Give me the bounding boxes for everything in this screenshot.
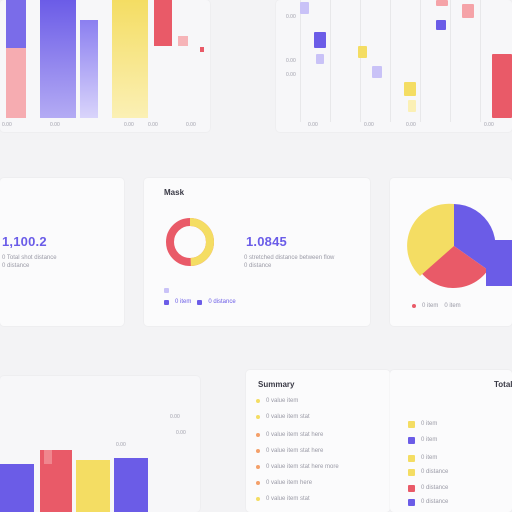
x-tick: 0.00 (364, 122, 374, 128)
x-tick: 0.00 (406, 122, 416, 128)
bar-1b (6, 48, 26, 118)
donut-card: Mask 1.0845 0 stretched distance between… (144, 178, 370, 326)
x-tick: 0.00 (2, 122, 12, 128)
legend-label: 0 item (422, 303, 439, 309)
x-tick: 0.00 (50, 122, 60, 128)
stat-caption-line: 0 Total shot distance (2, 255, 57, 261)
list-item: 0 value item stat (256, 494, 310, 504)
legend-label: 0 distance (208, 299, 236, 305)
donut-card-title: Mask (164, 188, 185, 197)
list-item: 0 value item stat (256, 412, 310, 422)
bar (0, 464, 34, 512)
point (300, 2, 309, 14)
list-item: 0 value item (256, 396, 298, 406)
x-tick: 0.00 (124, 122, 134, 128)
donut-legend-2: 0 item 0 distance (164, 298, 236, 306)
list-title: Summary (258, 380, 295, 389)
pie-legend: 0 item 0 item (412, 302, 461, 310)
legend-card: Total 0 item 0 item 0 item 0 distance 0 … (390, 370, 512, 512)
y-tick: 0.00 (116, 442, 126, 448)
bar (44, 450, 52, 464)
bar-1 (6, 0, 26, 48)
point (436, 0, 448, 6)
x-tick: 0.00 (308, 122, 318, 128)
point (404, 82, 416, 96)
x-tick: 0.00 (148, 122, 158, 128)
point (314, 32, 326, 48)
x-tick: 0.00 (484, 122, 494, 128)
x-tick: 0.00 (186, 122, 196, 128)
legend-swatch (164, 288, 169, 293)
bar (76, 460, 110, 512)
y-tick: 0.00 (286, 72, 296, 78)
donut-value: 1.0845 (246, 234, 287, 249)
pie-card: 0 item 0 item (390, 178, 512, 326)
legend-label: 0 item (175, 299, 192, 305)
summary-list-card: Summary (246, 370, 390, 512)
legend-dot (412, 304, 416, 308)
list-item: 0 value item stat here (256, 430, 323, 440)
bottom-left-bar-panel: 0.00 0.00 0.00 (0, 376, 200, 512)
point (462, 4, 474, 18)
y-tick: 0.00 (176, 430, 186, 436)
y-tick: 0.00 (286, 14, 296, 20)
legend-card-title: Total (494, 380, 512, 389)
legend-swatch (197, 299, 203, 305)
legend-swatch (164, 299, 169, 305)
y-tick: 0.00 (286, 58, 296, 64)
bar-2 (40, 0, 76, 118)
point (358, 46, 367, 58)
y-tick: 0.00 (170, 414, 180, 420)
point (408, 100, 416, 112)
bar (114, 458, 148, 512)
donut-chart (166, 218, 214, 266)
bar-3 (80, 20, 98, 118)
bar-4 (112, 0, 148, 118)
bar-7 (200, 47, 204, 52)
list-item: 0 value item here (256, 478, 312, 488)
donut-caption-line: 0 distance (244, 263, 272, 269)
bar-5 (154, 0, 172, 46)
list-item: 0 value item stat here (256, 446, 323, 456)
donut-caption-line: 0 stretched distance between flow (244, 255, 335, 261)
stat-value: 1,100.2 (2, 234, 47, 249)
top-right-scatter-panel: 0.00 0.00 0.00 0.00 0.00 0.00 0.00 (276, 0, 512, 132)
pie-chart (407, 203, 512, 288)
donut-legend (164, 288, 169, 293)
point (436, 20, 446, 30)
stat-caption-line: 0 distance (2, 263, 30, 269)
list-item: 0 value item stat here more (256, 462, 339, 472)
legend-label: 0 item (444, 303, 461, 309)
point (372, 66, 382, 78)
point (492, 54, 512, 118)
stat-card-left: 1,100.2 0 Total shot distance 0 distance (0, 178, 124, 326)
top-left-bar-panel: 0.00 0.00 0.00 0.00 0.00 (0, 0, 210, 132)
bar-6 (178, 36, 188, 46)
point (316, 54, 324, 64)
